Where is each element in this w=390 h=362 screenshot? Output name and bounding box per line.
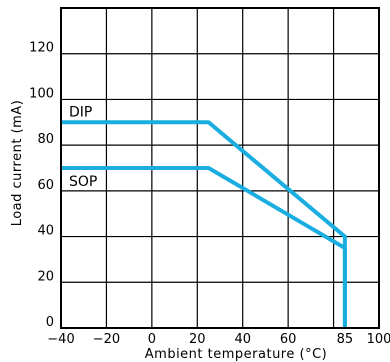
plot-frame	[60, 7, 380, 329]
x-tick-label: 85	[337, 332, 354, 347]
y-tick-label: 0	[46, 315, 54, 330]
y-tick-label: 40	[37, 224, 54, 239]
x-tick-label: 0	[148, 332, 156, 347]
x-tick-label: −20	[93, 332, 120, 347]
chart-grid	[60, 7, 380, 329]
y-tick-label: 20	[37, 269, 54, 284]
x-tick-label: 100	[367, 332, 390, 347]
x-tick-label: 20	[189, 332, 206, 347]
x-axis-ticks: −40 −20 0 20 40 60 85 100	[47, 332, 390, 347]
plot-border	[60, 7, 380, 329]
chart-series	[61, 120, 347, 328]
y-tick-label: 80	[37, 132, 54, 147]
series-label-dip: DIP	[69, 104, 92, 120]
x-axis-title: Ambient temperature (°C)	[145, 347, 327, 362]
x-tick-label: −40	[47, 332, 74, 347]
y-tick-label: 60	[37, 178, 54, 193]
x-tick-label: 60	[280, 332, 297, 347]
y-tick-label: 120	[29, 41, 54, 56]
series-line-sop	[61, 166, 347, 328]
y-axis-title: Load current (mA)	[10, 100, 25, 227]
x-tick-label: 40	[234, 332, 251, 347]
y-tick-label: 100	[29, 86, 54, 101]
series-label-sop: SOP	[69, 174, 97, 190]
series-labels: DIP SOP	[69, 104, 97, 190]
y-axis-ticks: 0 20 40 60 80 100 120	[29, 41, 54, 330]
